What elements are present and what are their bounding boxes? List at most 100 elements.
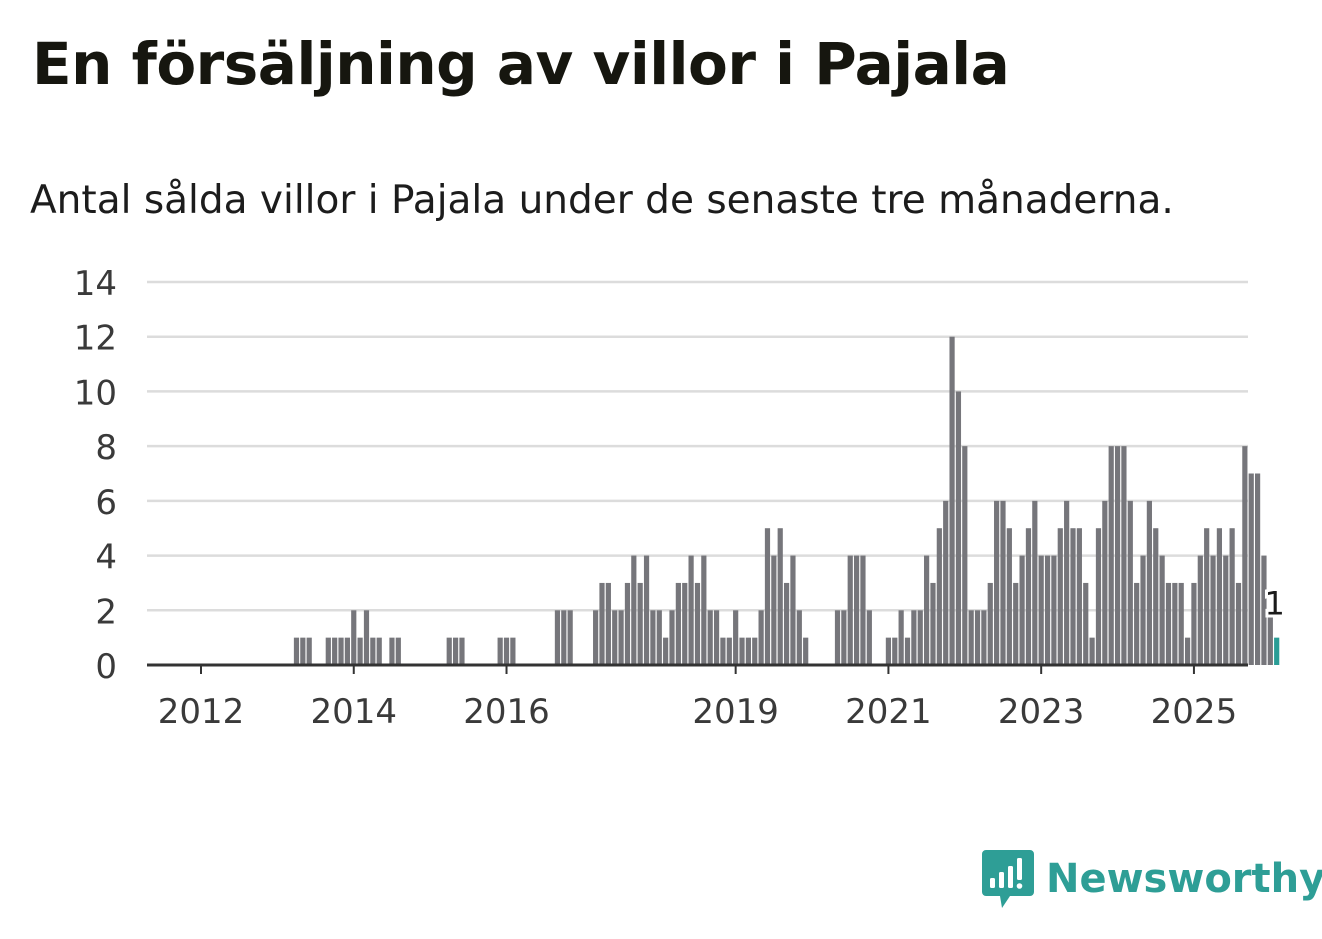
bar — [1191, 582, 1197, 665]
bar — [707, 610, 713, 665]
bar — [510, 637, 516, 665]
bar — [344, 637, 350, 665]
highlight-data-label: 1 — [1265, 585, 1285, 623]
x-tick-label: 2012 — [158, 692, 245, 732]
bar — [1165, 582, 1172, 665]
bar — [834, 610, 841, 665]
bar — [357, 637, 363, 665]
bar — [981, 610, 987, 665]
labels: 0 2 4 6 8 10 12 14 2012 2014 2016 2019 2021 2023 2025 1 — [74, 264, 1288, 732]
bar — [1051, 555, 1057, 665]
bar — [682, 582, 688, 665]
bar — [605, 582, 611, 665]
axes — [147, 663, 1248, 674]
brand: Newsworthy — [980, 848, 1322, 910]
bar — [911, 610, 917, 665]
bar — [497, 637, 503, 665]
bar — [1134, 582, 1140, 665]
bar — [1216, 528, 1222, 665]
bar — [974, 610, 981, 665]
bar — [363, 610, 370, 665]
y-tick-label: 10 — [74, 373, 117, 413]
bar-chart: 0 2 4 6 8 10 12 14 2012 2014 2016 2019 2021 2023 2025 1 — [74, 264, 1288, 732]
bar — [593, 610, 599, 665]
bar — [701, 555, 707, 665]
brand-name: Newsworthy — [1046, 856, 1322, 902]
bar — [1254, 473, 1261, 665]
bar — [637, 582, 643, 665]
bar — [675, 582, 681, 665]
bar — [694, 582, 701, 665]
bar — [924, 555, 930, 665]
bar — [1000, 500, 1006, 665]
bar — [866, 610, 872, 665]
bar — [752, 637, 758, 665]
bar — [1235, 582, 1242, 665]
bar — [758, 610, 764, 665]
y-tick-label: 4 — [95, 538, 117, 578]
bar — [618, 610, 624, 665]
bar — [656, 610, 662, 665]
bar — [1083, 582, 1089, 665]
bar — [994, 500, 1000, 665]
bar — [1127, 500, 1133, 665]
bar — [1210, 555, 1216, 665]
bar — [892, 637, 898, 665]
bar — [968, 610, 974, 665]
bar — [764, 528, 771, 665]
bar — [726, 637, 732, 665]
bar — [930, 582, 936, 665]
bar — [643, 555, 650, 665]
bar — [790, 555, 796, 665]
bar — [554, 610, 561, 665]
bar — [650, 610, 656, 665]
bar — [325, 637, 331, 665]
bar — [624, 582, 631, 665]
bar — [1242, 446, 1248, 665]
bar — [898, 610, 904, 665]
bar — [1064, 500, 1070, 665]
y-tick-label: 8 — [95, 428, 117, 468]
bar — [1159, 555, 1165, 665]
bar — [943, 500, 949, 665]
bar — [936, 528, 942, 665]
bar — [293, 637, 300, 665]
bar — [847, 555, 853, 665]
bar — [987, 582, 993, 665]
x-tick-label: 2025 — [1151, 692, 1238, 732]
bar — [1172, 582, 1178, 665]
bar — [1223, 555, 1229, 665]
bar — [1153, 528, 1159, 665]
y-tick-label: 14 — [74, 264, 117, 304]
bar — [1070, 528, 1076, 665]
bar — [1013, 582, 1019, 665]
bar — [720, 637, 726, 665]
bar — [338, 637, 344, 665]
bar — [962, 446, 968, 665]
bar — [300, 637, 306, 665]
bar — [1197, 555, 1203, 665]
y-tick-label: 12 — [74, 319, 117, 359]
bar — [771, 555, 777, 665]
bar — [1146, 500, 1152, 665]
chart-subtitle: Antal sålda villor i Pajala under de sen… — [30, 178, 1174, 223]
bar — [1044, 555, 1051, 665]
bar — [739, 637, 745, 665]
bar — [1178, 582, 1184, 665]
bar — [395, 637, 401, 665]
bar — [949, 336, 955, 665]
bar — [389, 637, 395, 665]
y-tick-label: 2 — [95, 592, 117, 632]
bar — [612, 610, 618, 665]
bar — [1248, 473, 1254, 665]
bar — [1114, 446, 1121, 665]
bar — [599, 582, 605, 665]
x-tick-label: 2016 — [463, 692, 550, 732]
bar — [860, 555, 866, 665]
bar — [561, 610, 567, 665]
bar — [1229, 528, 1235, 665]
y-tick-label: 6 — [95, 483, 117, 523]
bar — [1019, 555, 1025, 665]
bar — [1095, 528, 1102, 665]
bar — [503, 637, 510, 665]
